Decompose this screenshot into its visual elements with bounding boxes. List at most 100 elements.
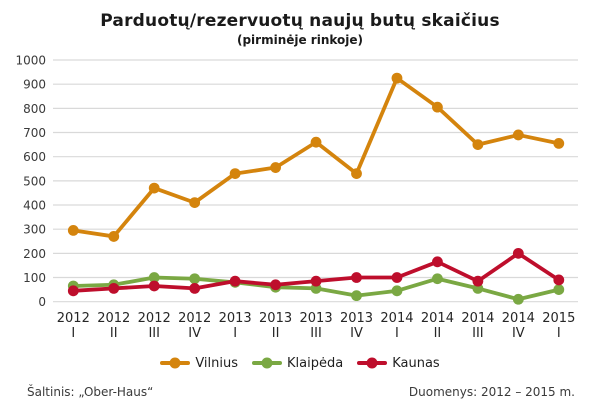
x-label-quarter: II: [271, 326, 280, 341]
x-axis-tick-label: 2012 I: [51, 311, 95, 341]
legend-dot-icon: [366, 357, 378, 369]
data-point-klaipeda: [189, 273, 201, 285]
data-point-kaunas: [512, 247, 524, 259]
data-point-kaunas: [270, 279, 281, 291]
x-label-year: 2013: [339, 311, 374, 326]
x-label-year: 2012: [97, 311, 131, 326]
chart-title: Parduotų/rezervuotų naujų butų skaičius: [100, 11, 500, 31]
x-label-year: 2014: [501, 311, 535, 326]
klaipeda-series-marker-icon: [252, 357, 283, 370]
data-point-klaipeda: [432, 273, 443, 285]
data-point-kaunas: [391, 272, 403, 283]
data-point-klaipeda: [512, 293, 524, 305]
x-axis-tick-label: 2013 IV: [335, 311, 379, 341]
data-point-vilnius: [148, 182, 160, 194]
data-point-vilnius: [310, 136, 322, 148]
x-label-quarter: IV: [188, 326, 202, 341]
y-axis-tick-label: 900: [23, 78, 46, 92]
x-label-quarter: III: [472, 326, 484, 341]
data-range-note: Duomenys: 2012 – 2015 m.: [408, 385, 575, 399]
x-axis-tick-label: 2014 I: [375, 311, 419, 341]
x-label-year: 2014: [461, 311, 495, 326]
data-point-vilnius: [432, 101, 443, 113]
vilnius-series-marker-icon: [160, 357, 191, 370]
series-line-vilnius: [71, 76, 561, 239]
legend: Vilnius Klaipėda Kaunas: [0, 353, 600, 373]
y-axis-tick-label: 700: [23, 126, 46, 140]
y-axis-tick-label: 500: [23, 174, 46, 188]
x-axis-tick-label: 2013 III: [294, 311, 338, 341]
x-label-quarter: I: [395, 326, 399, 341]
data-point-klaipeda: [148, 272, 160, 283]
data-point-klaipeda: [351, 290, 362, 302]
data-point-kaunas: [553, 274, 565, 286]
data-point-vilnius: [391, 72, 403, 84]
x-axis-tick-label: 2012 II: [92, 311, 136, 341]
data-point-klaipeda: [391, 285, 403, 297]
source-note: Šaltinis: „Ober-Haus“: [27, 385, 154, 399]
x-label-quarter: I: [233, 326, 238, 341]
data-point-vilnius: [270, 162, 281, 173]
legend-label: Klaipėda: [287, 355, 344, 371]
x-axis-tick-label: 2012 III: [132, 311, 176, 341]
data-point-vilnius: [351, 168, 362, 179]
legend-item-vilnius: Vilnius: [160, 356, 238, 371]
footer: Šaltinis: „Ober-Haus“ Duomenys: 2012 – 2…: [27, 385, 575, 399]
y-axis-tick-label: 100: [23, 271, 46, 285]
data-point-klaipeda: [553, 284, 565, 296]
data-point-kaunas: [351, 272, 362, 283]
data-point-kaunas: [432, 256, 443, 268]
data-point-vilnius: [67, 224, 79, 236]
y-axis-tick-label: 800: [23, 102, 46, 116]
y-axis-tick-label: 0: [38, 295, 46, 309]
legend-item-kaunas: Kaunas: [357, 355, 440, 371]
data-point-kaunas: [189, 283, 201, 294]
chart-subtitle: (pirminėje rinkoje): [236, 33, 364, 47]
data-point-kaunas: [108, 283, 120, 294]
x-axis-tick-label: 2012 IV: [173, 311, 217, 341]
data-point-kaunas: [310, 275, 322, 287]
x-axis-tick-label: 2013 I: [213, 311, 257, 341]
x-label-quarter: II: [433, 326, 442, 341]
data-point-kaunas: [472, 275, 484, 287]
x-label-year: 2012: [56, 311, 90, 326]
legend-dot-icon: [261, 357, 273, 369]
x-label-year: 2014: [420, 311, 454, 326]
data-point-vilnius: [512, 129, 524, 141]
y-axis-tick-label: 200: [23, 247, 46, 261]
legend-item-klaipeda: Klaipėda: [252, 356, 343, 371]
x-label-year: 2013: [259, 311, 293, 326]
y-axis-tick-label: 300: [23, 223, 46, 237]
x-axis-tick-label: 2015 I: [537, 311, 581, 341]
x-axis-tick-label: 2014 IV: [496, 311, 540, 341]
x-label-quarter: II: [109, 326, 118, 341]
x-axis-tick-label: 2014 III: [456, 311, 500, 341]
x-axis-tick-label: 2014 II: [415, 311, 459, 341]
x-label-quarter: IV: [511, 326, 525, 341]
x-label-quarter: IV: [350, 326, 363, 341]
y-axis-tick-label: 400: [23, 199, 46, 213]
legend-label: Vilnius: [195, 355, 239, 371]
y-axis-tick-label: 600: [23, 150, 46, 164]
x-label-quarter: I: [71, 326, 76, 341]
data-point-vilnius: [229, 168, 241, 179]
x-label-year: 2013: [299, 311, 333, 326]
x-label-quarter: I: [556, 326, 561, 341]
x-label-year: 2012: [137, 311, 171, 326]
data-point-vilnius: [108, 231, 120, 242]
legend-dot-icon: [169, 357, 181, 369]
x-label-quarter: III: [310, 326, 322, 341]
data-point-kaunas: [229, 275, 241, 287]
y-axis-tick-label: 1000: [15, 54, 46, 68]
kaunas-series-marker-icon: [357, 357, 388, 370]
x-label-year: 2012: [178, 311, 212, 326]
x-label-year: 2013: [218, 311, 252, 326]
legend-label: Kaunas: [392, 355, 440, 371]
data-point-kaunas: [67, 285, 79, 297]
x-label-year: 2014: [380, 311, 414, 326]
data-point-kaunas: [148, 280, 160, 292]
x-label-year: 2015: [542, 311, 576, 326]
data-point-vilnius: [472, 139, 484, 150]
